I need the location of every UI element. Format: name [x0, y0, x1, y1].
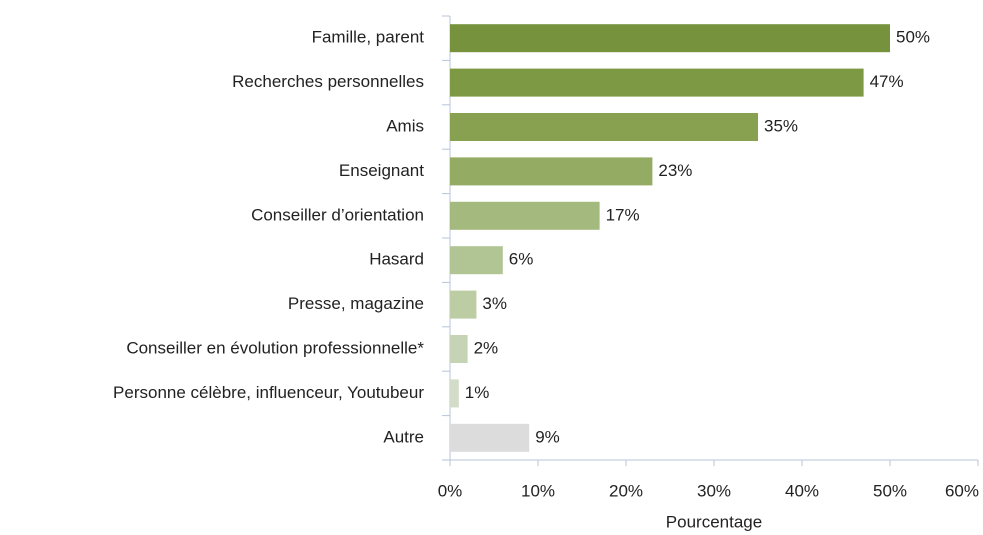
x-tick-label: 40%: [785, 481, 819, 500]
value-label: 6%: [509, 250, 534, 269]
x-tick-label: 50%: [873, 481, 907, 500]
bar: [450, 379, 459, 408]
y-tick-label: Recherches personnelles: [232, 72, 424, 91]
y-tick-label: Conseiller en évolution professionnelle*: [126, 338, 424, 357]
bar: [450, 113, 758, 141]
x-tick-label: 30%: [697, 481, 731, 500]
y-tick-label: Amis: [386, 116, 424, 135]
bar: [450, 157, 653, 186]
x-tick-label: 10%: [521, 481, 555, 500]
bar: [450, 68, 864, 97]
y-tick-label: Famille, parent: [312, 28, 425, 47]
bar: [450, 423, 530, 452]
value-label: 1%: [465, 383, 490, 402]
bar: [450, 335, 468, 363]
y-tick-label: Conseiller d’orientation: [251, 205, 424, 224]
value-label: 17%: [606, 205, 640, 224]
x-axis-title: Pourcentage: [666, 512, 762, 531]
value-label: 2%: [474, 338, 499, 357]
value-label: 3%: [482, 294, 507, 313]
value-label: 23%: [658, 161, 692, 180]
y-tick-label: Enseignant: [339, 161, 424, 180]
value-label: 9%: [535, 427, 560, 446]
x-tick-label: 60%: [945, 481, 979, 500]
y-tick-label: Personne célèbre, influenceur, Youtubeur: [113, 383, 424, 402]
y-tick-label: Autre: [383, 427, 424, 446]
value-label: 35%: [764, 116, 798, 135]
bar: [450, 246, 503, 275]
y-tick-label: Hasard: [369, 250, 424, 269]
y-tick-label: Presse, magazine: [288, 294, 424, 313]
bar: [450, 290, 477, 319]
value-label: 50%: [896, 28, 930, 47]
x-tick-label: 0%: [438, 481, 463, 500]
bar: [450, 201, 600, 230]
x-tick-label: 20%: [609, 481, 643, 500]
bar: [450, 24, 890, 53]
value-label: 47%: [870, 72, 904, 91]
